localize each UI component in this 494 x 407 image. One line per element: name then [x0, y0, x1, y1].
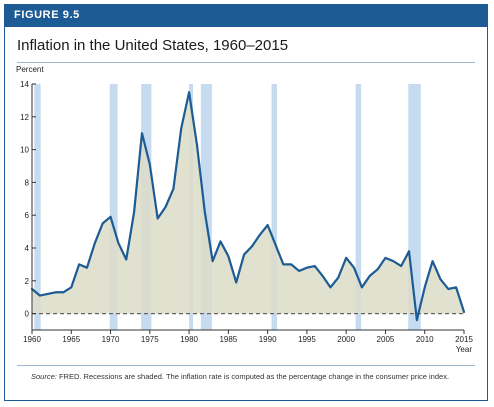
series-line-layer — [30, 91, 466, 322]
figure-frame: FIGURE 9.5 Inflation in the United State… — [4, 4, 488, 401]
y-tick-label: 0 — [25, 310, 30, 319]
source-note: Source: FRED. Recessions are shaded. The… — [31, 371, 461, 382]
y-tick-label: 12 — [20, 113, 29, 122]
axes — [31, 83, 465, 334]
x-tick-label: 1990 — [259, 335, 277, 344]
recession-band — [34, 84, 41, 330]
area-fill — [32, 92, 464, 321]
source-text: FRED. Recessions are shaded. The inflati… — [58, 372, 450, 381]
x-tick-label: 1985 — [219, 335, 237, 344]
figure-title: Inflation in the United States, 1960–201… — [17, 37, 289, 54]
title-divider — [17, 62, 475, 63]
figure-header-bar: FIGURE 9.5 — [5, 5, 487, 27]
y-tick-label: 8 — [25, 178, 30, 187]
y-tick-label: 4 — [25, 244, 30, 253]
y-tick-label: 6 — [25, 211, 30, 220]
x-tick-label: 2010 — [416, 335, 434, 344]
source-label: Source: — [31, 372, 57, 381]
x-tick-label: 2005 — [377, 335, 395, 344]
x-tick-label: 1975 — [141, 335, 159, 344]
y-tick-label: 2 — [25, 277, 30, 286]
x-tick-label: 2000 — [337, 335, 355, 344]
y-tick-label: 14 — [20, 80, 29, 89]
y-tick-label: 10 — [20, 146, 29, 155]
tick-labels: 0 2 4 6 8 10 12 14 1960 1965 1970 1975 1980 1985 1990 1… — [20, 80, 473, 344]
recession-band — [355, 84, 362, 330]
x-tick-label: 1960 — [23, 335, 41, 344]
series-line-inflation — [30, 91, 466, 322]
figure-label: FIGURE 9.5 — [14, 9, 80, 21]
x-tick-label: 1970 — [102, 335, 120, 344]
source-divider — [17, 365, 475, 366]
recession-band — [271, 84, 278, 330]
x-tick-label: 2015 — [455, 335, 473, 344]
y-axis-label: Percent — [16, 65, 44, 74]
x-axis-label: Year — [456, 345, 473, 354]
x-tick-label: 1965 — [62, 335, 80, 344]
recession-band — [109, 84, 118, 330]
area-fill-layer — [32, 92, 464, 321]
recession-band — [200, 84, 212, 330]
x-tick-label: 1980 — [180, 335, 198, 344]
x-tick-label: 1995 — [298, 335, 316, 344]
